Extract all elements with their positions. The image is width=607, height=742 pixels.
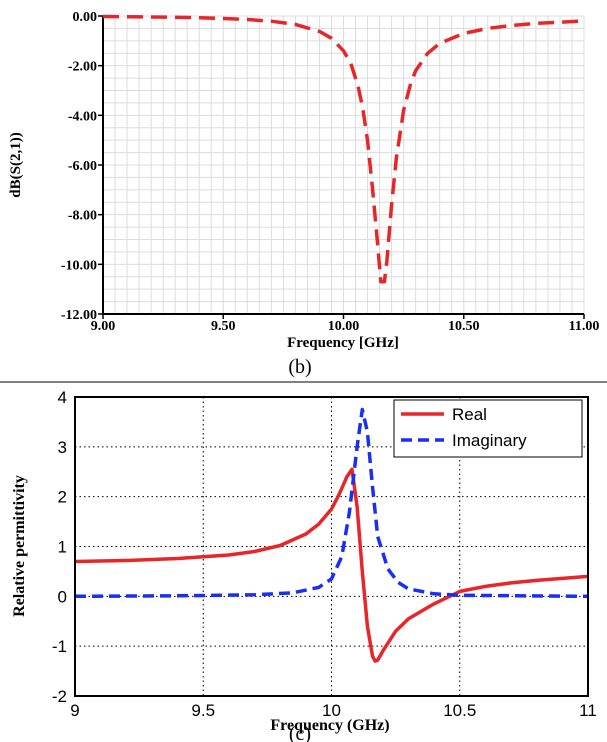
panel-c-label: (c) — [289, 723, 311, 742]
panel-b-y-tick-label: -6.00 — [68, 159, 97, 174]
panel-c-y-tick-label: 4 — [58, 388, 67, 407]
panel-c-y-tick-label: 3 — [58, 438, 67, 457]
panel-c-x-tick-label: 10.5 — [443, 701, 476, 720]
panel-c-frame — [74, 396, 589, 697]
panel-c-y-tick-label: 0 — [58, 587, 67, 606]
panel-b-y-tick-label: -2.00 — [68, 60, 97, 75]
panel-c-series — [74, 407, 589, 663]
panel-c-y-tick-label: 2 — [58, 488, 67, 507]
panel-b-series — [102, 14, 585, 284]
panel-c-x-tick-label: 11 — [579, 701, 597, 720]
panel-b-chart: 9.00 9.50 10.00 10.50 11.00 0.00 -2.00 -4.00 -6.… — [8, 10, 599, 378]
panel-c-x-tick-label: 9.5 — [191, 701, 215, 720]
panel-b-y-tick-label: -10.00 — [61, 258, 97, 273]
legend-imaginary-label: Imaginary — [452, 431, 527, 450]
panel-c-y-tick-label: -2 — [52, 687, 67, 706]
panel-b-y-tick-label: 0.00 — [73, 10, 98, 25]
panel-b-label: (b) — [288, 356, 311, 378]
panel-b-y-axis-label: dB(S(2,1)) — [8, 132, 24, 197]
panel-b-tick-labels: 9.00 9.50 10.00 10.50 11.00 0.00 -2.00 -4.00 -6.… — [61, 10, 600, 334]
panel-b-grid — [102, 15, 585, 315]
panel-c-x-tick-label: 10 — [322, 701, 341, 720]
panel-b-x-tick-label: 9.50 — [211, 319, 236, 334]
panel-b-y-tick-label: -12.00 — [61, 308, 97, 323]
panel-b-series-line — [102, 14, 585, 284]
panel-c-y-axis-label: Relative permittivity — [11, 475, 28, 617]
panel-b-y-tick-label: -8.00 — [68, 209, 97, 224]
panel-b-x-tick-label: 11.00 — [569, 319, 600, 334]
panel-b-x-axis-label: Frequency [GHz] — [287, 335, 399, 351]
panel-c-legend: Real Imaginary — [393, 399, 583, 458]
legend-box — [393, 399, 583, 458]
panel-c-x-axis-label: Frequency (GHz) — [270, 717, 389, 734]
panel-c-y-tick-label: -1 — [52, 637, 67, 656]
panel-c-x-tick-label: 9 — [70, 701, 79, 720]
legend-real-label: Real — [452, 405, 487, 424]
panel-c-y-tick-label: 1 — [58, 538, 67, 557]
panel-b-y-tick-label: -4.00 — [68, 109, 97, 124]
panel-b-x-tick-label: 9.00 — [91, 319, 116, 334]
panel-b-x-tick-label: 10.00 — [328, 319, 360, 334]
panel-c-series-real-line — [74, 467, 589, 663]
panel-b-x-tick-label: 10.50 — [448, 319, 480, 334]
panel-c-series-imaginary-line — [74, 407, 589, 599]
